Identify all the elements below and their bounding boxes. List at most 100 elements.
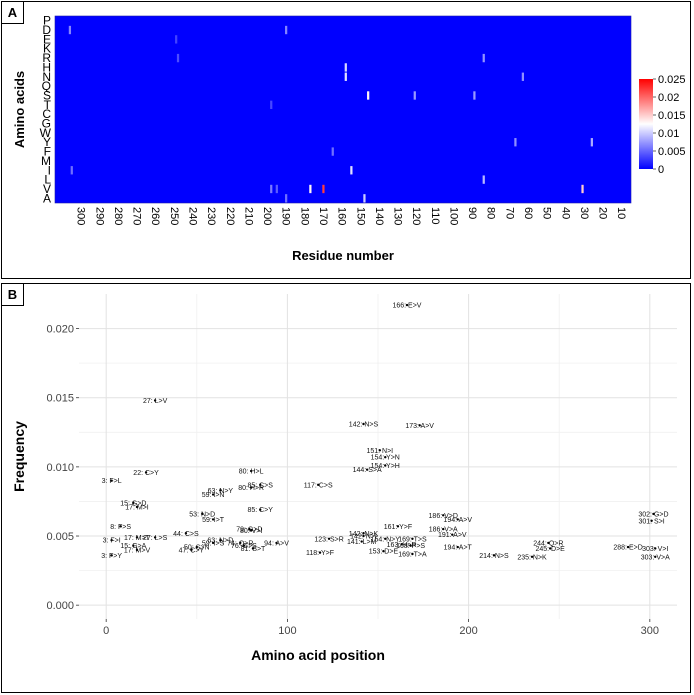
- x-tick-label: 190: [280, 207, 292, 225]
- data-point: [360, 540, 363, 543]
- heatmap-cell: [70, 166, 73, 175]
- x-tick-label: 260: [149, 207, 161, 225]
- x-tick-label: 160: [336, 207, 348, 225]
- x-tick-label: 30: [578, 207, 590, 219]
- data-point: [384, 455, 387, 459]
- row-label: Q: [42, 79, 51, 93]
- heatmap-cell: [176, 53, 180, 63]
- point-label: 117: C>S: [304, 482, 333, 489]
- point-label: 186: V>A: [429, 527, 458, 534]
- x-tick-label: 100: [447, 207, 459, 225]
- x-tick-label: 130: [392, 207, 404, 225]
- row-label: G: [42, 117, 51, 131]
- heatmap-background: [55, 16, 631, 203]
- data-point: [239, 541, 242, 545]
- row-label: W: [40, 126, 52, 140]
- data-point: [251, 547, 255, 550]
- heatmap-cell: [275, 184, 278, 194]
- point-label: 123: S>R: [314, 536, 343, 543]
- point-label: 17: M>T: [124, 535, 151, 542]
- y-tick-label: 0.010: [46, 462, 74, 474]
- data-point: [411, 537, 414, 540]
- heatmap-cell: [350, 166, 353, 175]
- data-point: [119, 525, 122, 528]
- row-label: L: [44, 173, 51, 187]
- data-point: [362, 534, 365, 538]
- row-label: D: [42, 23, 51, 37]
- data-point: [409, 544, 412, 547]
- x-tick-label: 240: [186, 207, 198, 225]
- colorbar-tick-label: 0: [658, 164, 664, 176]
- x-tick-label: 300: [641, 625, 659, 637]
- point-label: 186: V>D: [429, 513, 458, 520]
- x-tick-label: 90: [466, 207, 478, 219]
- y-tick-label: 0.005: [46, 531, 74, 543]
- x-tick-label: 150: [354, 207, 366, 225]
- data-point: [144, 471, 148, 474]
- data-point: [249, 486, 253, 489]
- point-label: 166: E>V: [392, 303, 421, 310]
- heatmap-cell: [514, 138, 517, 147]
- row-label: K: [43, 42, 51, 56]
- data-point: [110, 554, 113, 557]
- y-axis-title: Frequency: [11, 421, 27, 492]
- point-label: 74: Q>R: [227, 540, 253, 547]
- point-label: 76: G>S: [231, 543, 257, 550]
- row-label: E: [43, 32, 51, 46]
- x-tick-label: 270: [131, 207, 143, 225]
- x-tick-label: 170: [317, 207, 329, 225]
- data-point: [396, 525, 400, 528]
- y-axis-title: Amino acids: [12, 71, 27, 148]
- point-label: 169: T>A: [398, 552, 427, 559]
- x-tick-label: 200: [459, 625, 477, 637]
- point-label: 79: G>D: [236, 527, 262, 534]
- heatmap-cell: [413, 91, 416, 100]
- data-point: [547, 541, 550, 545]
- point-label: 288: E>D: [613, 545, 642, 552]
- x-tick-label: 140: [373, 207, 385, 225]
- data-point: [418, 424, 421, 427]
- x-tick-label: 200: [261, 207, 273, 225]
- point-label: 59: I>S: [202, 540, 225, 547]
- data-point: [411, 552, 414, 556]
- x-tick-label: 100: [278, 625, 296, 637]
- data-point: [442, 527, 445, 531]
- x-tick-label: 250: [168, 207, 180, 225]
- point-label: 3: F>L: [102, 478, 122, 485]
- data-point: [442, 514, 445, 517]
- data-point: [384, 464, 387, 467]
- heatmap-cell: [322, 184, 325, 194]
- data-point: [190, 548, 193, 552]
- point-label: 27: L>S: [143, 535, 168, 542]
- data-point: [135, 548, 139, 552]
- point-label: 153: D>E: [369, 549, 399, 556]
- y-tick-label: 0.015: [46, 393, 74, 405]
- x-axis-title: Residue number: [292, 248, 394, 263]
- point-label: 141: L>M: [347, 539, 377, 546]
- data-point: [132, 501, 135, 505]
- data-point: [382, 550, 385, 553]
- row-label: M: [41, 154, 51, 168]
- point-label: 80: V>I: [240, 528, 262, 535]
- panel-a-label: A: [2, 2, 24, 24]
- row-label: F: [44, 145, 51, 159]
- data-point: [242, 544, 246, 547]
- point-label: 244: Q>R: [533, 540, 563, 547]
- point-label: 47: C>Y: [179, 547, 205, 554]
- point-label: 63: N>D: [207, 538, 233, 545]
- point-label: 191: A>V: [438, 532, 467, 539]
- heatmap-cell: [482, 175, 485, 184]
- point-label: 168: P>S: [396, 543, 425, 550]
- data-point: [548, 547, 552, 550]
- data-point: [626, 545, 630, 549]
- data-point: [652, 512, 655, 516]
- point-label: 154: Y>H: [371, 463, 400, 470]
- heatmap-cell: [473, 91, 476, 100]
- data-point: [135, 536, 139, 539]
- heatmap-cell: [367, 91, 370, 100]
- heatmap-cell: [521, 72, 525, 81]
- point-label: 3: F>Y: [101, 553, 122, 560]
- point-label: 163: H>R: [387, 542, 417, 549]
